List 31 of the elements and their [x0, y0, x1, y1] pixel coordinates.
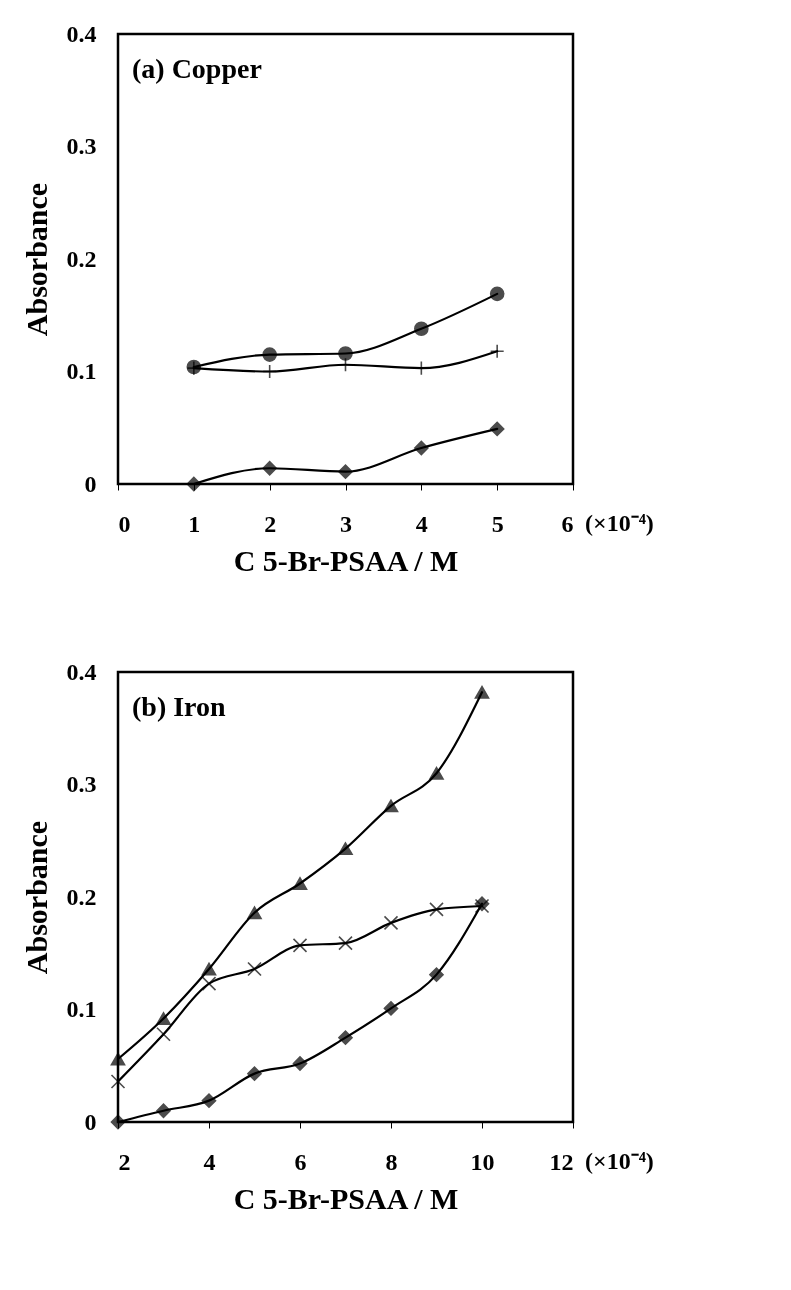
- x-tick-label: 12: [549, 1148, 574, 1175]
- x-axis-title: C 5-Br-PSAA / M: [233, 1181, 459, 1215]
- x-tick-label: 6: [294, 1148, 307, 1175]
- x-tick-label: 8: [385, 1148, 398, 1175]
- annotation: (a) Copper: [132, 53, 262, 84]
- y-axis-title: Absorbance: [19, 820, 53, 975]
- x-axis-title: C 5-Br-PSAA / M: [233, 543, 459, 577]
- y-axis-title: Absorbance: [19, 182, 53, 337]
- x-tick-label: 0: [118, 510, 131, 537]
- y-tick-label: 0.2: [66, 245, 97, 272]
- x-tick-label: 2: [118, 1148, 131, 1175]
- x-tick-label: 10: [470, 1148, 495, 1175]
- y-tick-label: 0: [84, 1108, 97, 1135]
- x-tick-label: 6: [561, 510, 574, 537]
- y-tick-label: 0.4: [66, 658, 97, 685]
- y-tick-label: 0.3: [66, 771, 97, 797]
- y-tick-label: 0: [84, 470, 97, 497]
- y-tick-label: 0.4: [66, 20, 97, 47]
- y-tick-label: 0.2: [66, 883, 97, 910]
- text: (×10⁻⁴): [585, 510, 654, 536]
- x-tick-label: 1: [188, 510, 201, 537]
- annotation: (b) Iron: [132, 691, 227, 722]
- x-tick-label: 5: [491, 510, 504, 537]
- y-tick-label: 0.1: [66, 996, 97, 1022]
- x-tick-label: 3: [340, 510, 352, 537]
- x-tick-label: 2: [264, 510, 277, 537]
- x-tick-label: 4: [415, 510, 428, 537]
- x-tick-label: 4: [203, 1148, 216, 1175]
- y-tick-label: 0.1: [66, 358, 97, 384]
- text: (×10⁻⁴): [585, 1148, 654, 1174]
- y-tick-label: 0.3: [66, 133, 97, 159]
